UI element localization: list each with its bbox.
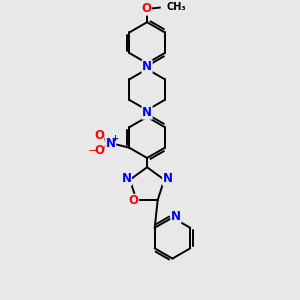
Text: N: N	[163, 172, 173, 185]
Text: −: −	[88, 146, 97, 156]
Text: O: O	[94, 144, 104, 157]
Text: N: N	[142, 60, 152, 73]
Text: N: N	[122, 172, 131, 185]
Text: O: O	[141, 2, 151, 15]
Text: N: N	[171, 210, 181, 223]
Text: +: +	[111, 134, 118, 143]
Text: CH₃: CH₃	[166, 2, 186, 12]
Text: N: N	[142, 106, 152, 119]
Text: O: O	[94, 128, 104, 142]
Text: O: O	[128, 194, 139, 207]
Text: N: N	[106, 137, 116, 150]
